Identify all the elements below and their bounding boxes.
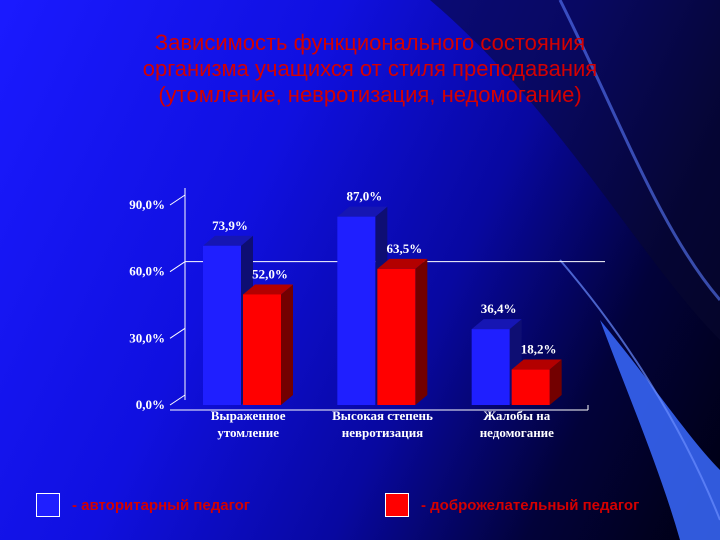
bar [243,294,281,405]
x-tick-label: невротизация [342,425,423,440]
bar-side [415,258,428,405]
legend-swatch-blue [36,493,60,517]
bar-top [337,206,388,217]
x-tick-label: утомление [217,425,279,440]
bar-side [549,359,562,405]
side-wall-line [169,394,186,406]
legend-label-authoritarian: - авторитарный педагог [72,496,251,514]
bar-top [471,319,522,330]
title-line-1: Зависимость функционального состояния [154,30,586,55]
bar [471,329,510,405]
data-label: 36,4% [481,301,517,316]
title-line-3: (утомление, невротизация, недомогание) [158,82,582,107]
side-wall-line [169,194,186,206]
x-tick-label: Жалобы на [483,408,550,423]
y-tick-label: 30,0% [129,330,165,345]
data-label: 63,5% [386,241,422,256]
x-tick-label: Высокая степень [332,408,433,423]
bar [377,268,416,405]
bar-top [243,284,293,295]
bar [337,216,376,405]
chart-title: Зависимость функционального состояния ор… [40,30,700,108]
bar [511,369,550,405]
data-label: 18,2% [521,342,557,357]
legend-item-authoritarian: - авторитарный педагог [36,490,250,520]
x-tick-label: недомогание [480,425,554,440]
side-wall-line [169,327,186,339]
y-tick-label: 60,0% [129,264,165,279]
data-label: 52,0% [252,266,288,281]
bar [203,245,241,405]
legend-label-friendly: - доброжелательный педагог [421,496,640,514]
side-wall-line [169,261,186,273]
data-label: 73,9% [212,218,248,233]
bar-top [203,235,253,246]
y-tick-label: 90,0% [129,197,165,212]
title-line-2: организма учащихся от стиля преподавания [142,56,598,81]
data-label: 87,0% [346,189,382,204]
legend-item-friendly: - доброжелательный педагог [385,490,639,520]
bar-side [281,284,293,405]
y-tick-label: 0,0% [136,397,165,412]
bar-top [377,258,428,269]
bar-top [511,359,562,370]
x-tick-label: Выраженное [211,408,286,423]
legend-swatch-red [385,493,409,517]
